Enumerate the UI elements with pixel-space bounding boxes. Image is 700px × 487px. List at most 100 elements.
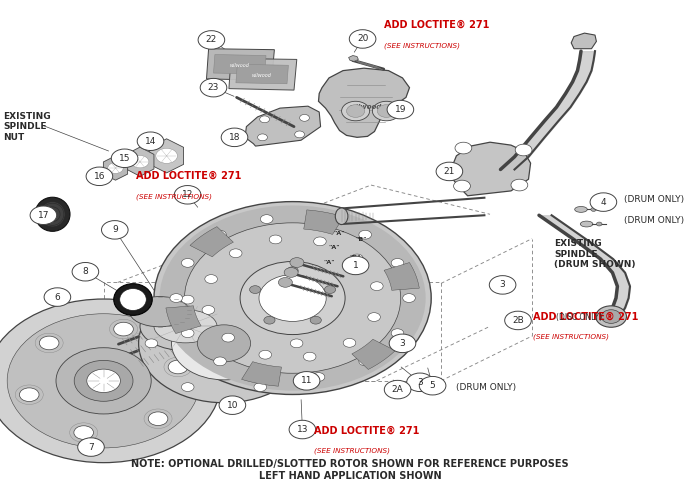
Circle shape [111,149,138,168]
Circle shape [156,149,177,163]
Circle shape [279,278,293,287]
Ellipse shape [154,310,217,343]
Circle shape [370,282,383,291]
Text: 7: 7 [88,443,94,451]
Ellipse shape [113,283,153,316]
Circle shape [342,101,370,121]
Text: 3: 3 [400,339,405,348]
Circle shape [254,295,267,304]
Circle shape [185,223,400,373]
Circle shape [221,128,248,147]
Circle shape [20,388,39,401]
Text: wilwood: wilwood [230,63,249,68]
Ellipse shape [596,222,602,226]
Polygon shape [229,58,297,90]
Circle shape [86,167,113,186]
Text: ADD LOCTITE® 271: ADD LOCTITE® 271 [384,20,489,30]
Circle shape [590,193,617,211]
Text: 18: 18 [229,133,240,142]
Text: "A": "A" [329,245,340,250]
Circle shape [289,420,316,439]
Polygon shape [384,262,419,290]
Circle shape [258,134,267,141]
Polygon shape [245,106,321,146]
Text: 22: 22 [206,36,217,44]
Ellipse shape [335,208,348,225]
Circle shape [260,116,270,123]
Text: wilwood: wilwood [349,104,382,110]
Text: 15: 15 [119,154,130,163]
Circle shape [250,286,261,294]
Text: 4: 4 [601,198,606,206]
Text: 1: 1 [353,261,358,270]
Circle shape [601,310,621,323]
Circle shape [312,215,325,224]
Circle shape [200,78,227,97]
Circle shape [377,105,395,117]
Circle shape [260,373,273,381]
Text: 3: 3 [417,378,423,387]
Circle shape [287,267,298,275]
Circle shape [0,299,221,463]
Circle shape [454,180,470,192]
Circle shape [351,254,363,263]
Circle shape [314,237,326,246]
Circle shape [295,131,304,138]
Circle shape [284,267,298,277]
Circle shape [349,30,376,48]
Circle shape [259,275,326,321]
Circle shape [259,350,272,359]
Polygon shape [571,33,596,49]
Polygon shape [190,226,233,257]
Circle shape [131,155,149,168]
Text: 23: 23 [208,83,219,92]
Ellipse shape [580,221,593,227]
Text: wilwood: wilwood [252,73,272,78]
Text: 20: 20 [357,35,368,43]
Circle shape [359,357,372,366]
Circle shape [174,186,201,204]
Text: (DRUM ONLY): (DRUM ONLY) [624,216,685,225]
Text: (DISC ONLY): (DISC ONLY) [556,313,603,322]
Text: 19: 19 [395,105,406,114]
Text: 3: 3 [500,281,505,289]
Circle shape [181,383,194,392]
Text: 11: 11 [301,376,312,385]
Circle shape [102,221,128,239]
Ellipse shape [591,207,596,211]
Circle shape [219,396,246,414]
Circle shape [264,317,275,324]
Text: 12: 12 [182,190,193,199]
Text: EXISTING
SPINDLE
(DRUM SHOWN): EXISTING SPINDLE (DRUM SHOWN) [554,239,636,269]
Circle shape [455,142,472,154]
Text: 8: 8 [83,267,88,276]
Circle shape [372,101,400,121]
Circle shape [342,256,369,275]
Text: (DRUM ONLY): (DRUM ONLY) [456,383,517,392]
Circle shape [181,329,194,337]
Polygon shape [349,56,358,61]
Circle shape [346,105,365,117]
Text: "A": "A" [323,260,335,264]
Circle shape [389,334,416,353]
Text: 6: 6 [55,293,60,301]
Polygon shape [150,139,183,173]
Circle shape [197,325,251,362]
Circle shape [596,306,626,327]
Circle shape [181,295,194,304]
Circle shape [384,380,411,399]
Ellipse shape [35,197,70,231]
Text: 16: 16 [94,172,105,181]
Ellipse shape [140,302,231,351]
Circle shape [254,383,267,392]
Circle shape [343,338,356,347]
Circle shape [205,275,218,283]
Text: 2B: 2B [512,316,524,325]
Text: "B": "B" [350,255,361,260]
Circle shape [214,357,226,366]
Text: (DRUM ONLY): (DRUM ONLY) [624,195,685,204]
Circle shape [108,163,123,173]
Text: "B": "B" [344,268,356,273]
Circle shape [419,376,446,395]
Polygon shape [236,64,288,84]
